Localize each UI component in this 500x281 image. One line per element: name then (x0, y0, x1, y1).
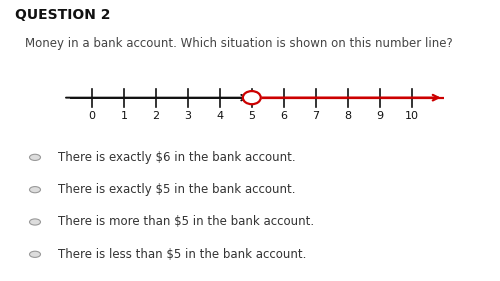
Text: 5: 5 (248, 111, 256, 121)
Text: 10: 10 (404, 111, 418, 121)
Text: There is exactly $6 in the bank account.: There is exactly $6 in the bank account. (58, 151, 295, 164)
Text: 1: 1 (120, 111, 128, 121)
Text: 2: 2 (152, 111, 160, 121)
Text: 9: 9 (376, 111, 383, 121)
Text: 8: 8 (344, 111, 352, 121)
Text: 4: 4 (216, 111, 224, 121)
Text: QUESTION 2: QUESTION 2 (15, 8, 110, 22)
Circle shape (243, 91, 261, 104)
Text: 3: 3 (184, 111, 192, 121)
Text: There is less than $5 in the bank account.: There is less than $5 in the bank accoun… (58, 248, 306, 261)
Text: 6: 6 (280, 111, 287, 121)
Text: 0: 0 (88, 111, 96, 121)
Text: There is more than $5 in the bank account.: There is more than $5 in the bank accoun… (58, 216, 314, 228)
Text: 7: 7 (312, 111, 320, 121)
Text: Money in a bank account. Which situation is shown on this number line?: Money in a bank account. Which situation… (25, 37, 453, 49)
Text: There is exactly $5 in the bank account.: There is exactly $5 in the bank account. (58, 183, 295, 196)
